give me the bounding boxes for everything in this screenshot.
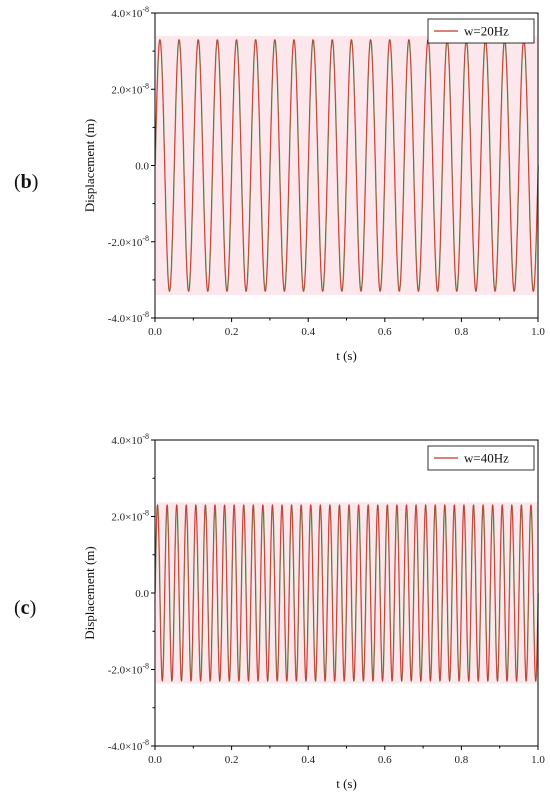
- panel-c: 0.0 0.2 0.4 0.6 0.8 1.0 4.0×10-8 2.0×10-8 0.0 -2.…: [14, 432, 545, 791]
- y-tick-label: 4.0×10-8: [111, 432, 149, 447]
- x-tick-label: 1.0: [531, 754, 545, 766]
- x-axis-title: t (s): [336, 348, 357, 363]
- x-tick-label: 0.2: [225, 754, 239, 766]
- series-line-shadow: [155, 504, 539, 682]
- y-axis-title: Displacement (m): [82, 119, 97, 213]
- series-line: [154, 504, 539, 682]
- x-tick-label: 0.6: [378, 754, 392, 766]
- x-tick-label: 0.6: [378, 326, 392, 338]
- legend-label: w=40Hz: [464, 451, 509, 466]
- panel-label: (c): [14, 597, 36, 619]
- x-tick-label: 0.8: [455, 754, 469, 766]
- series-line-shadow: [155, 39, 539, 292]
- x-tick-label: 0.2: [225, 326, 239, 338]
- y-tick-label: 0.0: [135, 588, 149, 600]
- x-tick-label: 1.0: [531, 326, 545, 338]
- y-tick-label: 2.0×10-8: [111, 81, 149, 96]
- y-tick-label: -4.0×10-8: [108, 738, 149, 753]
- legend: w=40Hz: [427, 445, 535, 471]
- legend-label: w=20Hz: [464, 24, 509, 39]
- panel-b: 0.0 0.2 0.4 0.6 0.8 1.0 4.0×10-8 2.0×10-8 0.0 -2.…: [14, 5, 545, 363]
- y-axis-title: Displacement (m): [82, 546, 97, 640]
- y-tick-label: -4.0×10-8: [108, 310, 149, 325]
- x-axis-title: t (s): [336, 776, 357, 791]
- series-line: [154, 39, 539, 292]
- y-tick-label: -2.0×10-8: [108, 662, 149, 677]
- x-tick-label: 0.8: [455, 326, 469, 338]
- legend: w=20Hz: [427, 18, 535, 44]
- x-tick-label: 0.4: [301, 326, 315, 338]
- y-tick-label: 0.0: [135, 161, 149, 173]
- y-tick-label: -2.0×10-8: [108, 234, 149, 249]
- x-tick-label: 0.4: [301, 754, 315, 766]
- x-tick-label: 0.0: [148, 326, 162, 338]
- y-tick-label: 2.0×10-8: [111, 509, 149, 524]
- panel-label: (b): [14, 171, 38, 193]
- x-tick-label: 0.0: [148, 754, 162, 766]
- y-tick-label: 4.0×10-8: [111, 5, 149, 20]
